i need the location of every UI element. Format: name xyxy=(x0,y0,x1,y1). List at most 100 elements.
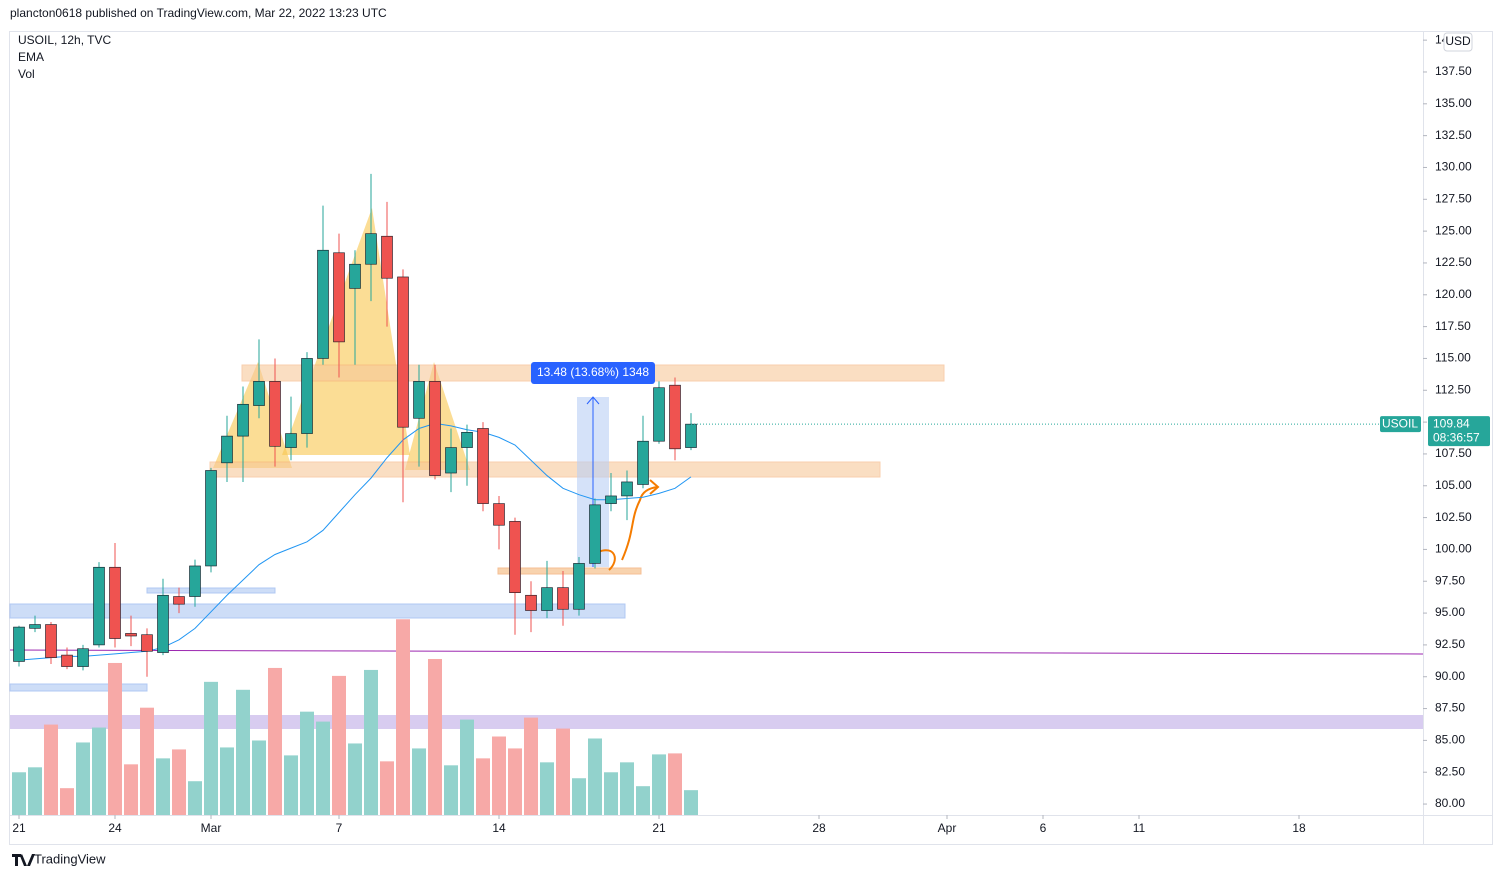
candle-body xyxy=(381,235,393,279)
y-tick-label: 117.50 xyxy=(1435,319,1471,333)
volume-bar xyxy=(156,758,170,815)
volume-bar xyxy=(140,707,154,815)
blue-zone-low xyxy=(9,683,148,692)
y-tick-label: 80.00 xyxy=(1435,796,1465,810)
volume-bar xyxy=(604,772,618,815)
volume-bar xyxy=(684,790,698,815)
candle-body xyxy=(621,481,633,497)
volume-bar xyxy=(284,755,298,815)
y-tick-label: 125.00 xyxy=(1435,223,1472,237)
candle-body xyxy=(125,633,137,637)
candle-body xyxy=(653,387,665,442)
volume-bar xyxy=(572,778,586,815)
candle-body xyxy=(237,403,249,437)
candle-body xyxy=(525,594,537,611)
candle-body xyxy=(301,358,313,434)
volume-bar xyxy=(236,689,250,815)
currency: USD xyxy=(1445,34,1471,48)
volume-bar xyxy=(28,767,42,815)
price-badge xyxy=(1428,416,1490,447)
symbol-badge xyxy=(1380,416,1421,433)
small-zone xyxy=(497,567,642,575)
candle-body xyxy=(317,249,329,359)
volume-bar xyxy=(540,762,554,815)
candle-body xyxy=(285,433,297,448)
candle-body xyxy=(45,624,57,658)
volume-bar xyxy=(476,758,490,815)
volume-bar xyxy=(268,667,282,815)
candle-body xyxy=(29,624,41,629)
y-tick-label: 85.00 xyxy=(1435,733,1465,747)
candle-body xyxy=(429,381,441,476)
candle-body xyxy=(253,381,265,406)
header: plancton0618 published on TradingView.co… xyxy=(10,6,387,20)
volume-bar xyxy=(652,754,666,815)
brand: TradingView xyxy=(34,851,106,866)
candle-body xyxy=(365,233,377,265)
volume-bar xyxy=(300,711,314,815)
legend-ema: EMA xyxy=(18,50,44,64)
volume-bar xyxy=(332,675,346,815)
volume-bar xyxy=(108,662,122,815)
y-tick-label: 112.50 xyxy=(1435,382,1471,396)
purple-band xyxy=(10,715,1423,729)
volume-bar xyxy=(492,736,506,815)
volume-bar xyxy=(556,728,570,815)
candle-body xyxy=(685,423,697,448)
x-tick-label: 24 xyxy=(108,821,122,835)
candle-body xyxy=(589,504,601,564)
y-tick-label: 102.50 xyxy=(1435,510,1472,524)
volume-bar xyxy=(508,748,522,815)
candle-body xyxy=(541,587,553,611)
candle-body xyxy=(461,431,473,448)
y-tick-label: 92.50 xyxy=(1435,637,1465,651)
volume-bar xyxy=(380,761,394,815)
volume-bar xyxy=(92,727,106,815)
head xyxy=(282,208,410,455)
volume-bar xyxy=(444,765,458,815)
volume-bar xyxy=(460,719,474,815)
candle-body xyxy=(205,470,217,567)
x-tick-label: Apr xyxy=(938,821,957,835)
y-tick-label: 90.00 xyxy=(1435,669,1465,683)
volume-bar xyxy=(396,619,410,815)
volume-bar xyxy=(412,748,426,815)
support-zone xyxy=(209,461,881,478)
blue-zone-small xyxy=(146,587,276,594)
candle-body xyxy=(605,495,617,504)
volume-bar xyxy=(60,788,74,815)
volume-bar xyxy=(44,724,58,815)
volume-bar xyxy=(524,717,538,815)
candle-body xyxy=(173,596,185,605)
volume-bar xyxy=(316,721,330,815)
x-tick-label: 7 xyxy=(336,821,343,835)
frame xyxy=(9,31,1493,845)
projection-arrow xyxy=(597,486,659,571)
symbol-badge-label: USOIL xyxy=(1382,416,1418,430)
y-tick-label: 97.50 xyxy=(1435,573,1465,587)
y-tick-label: 95.00 xyxy=(1435,605,1465,619)
candle-body xyxy=(557,587,569,610)
x-tick-label: 11 xyxy=(1133,821,1146,835)
x-tick-label: 6 xyxy=(1040,821,1047,835)
legend-symbol: USOIL, 12h, TVC xyxy=(18,33,111,47)
currency-badge xyxy=(1443,32,1473,52)
y-tick-label: 135.00 xyxy=(1435,96,1472,110)
volume-bar xyxy=(636,786,650,815)
projection-arrow-head xyxy=(649,479,660,495)
volume-bar xyxy=(204,681,218,815)
volume-bar xyxy=(220,747,234,815)
y-tick-label: 130.00 xyxy=(1435,160,1472,174)
candle-body xyxy=(413,381,425,419)
y-tick-label: 132.50 xyxy=(1435,128,1472,142)
candle-body xyxy=(93,566,105,646)
candle-body xyxy=(349,263,361,289)
volume-bar xyxy=(348,743,362,815)
x-tick-label: 21 xyxy=(12,821,26,835)
candle-body xyxy=(637,440,649,485)
candle-body xyxy=(397,276,409,428)
candle-body xyxy=(221,435,233,464)
x-tick-label: 28 xyxy=(812,821,826,835)
